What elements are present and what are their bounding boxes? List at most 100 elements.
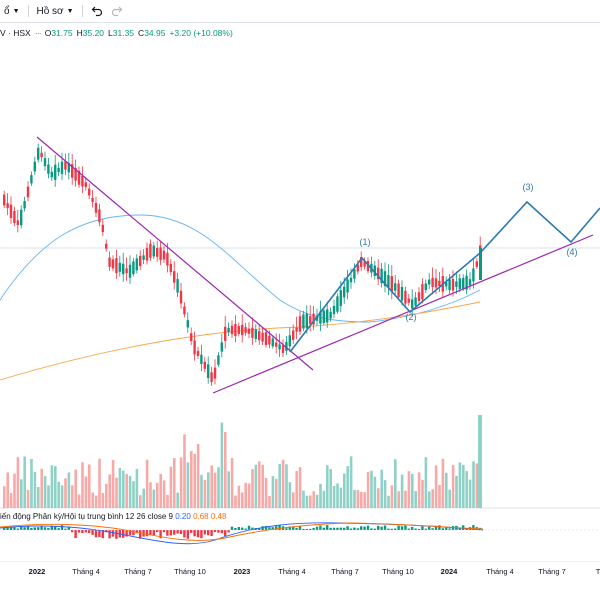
chevron-down-icon: ▼ — [12, 7, 20, 15]
macd-histogram-bar — [329, 527, 332, 530]
volume-bar — [57, 481, 60, 508]
profile-dropdown-button[interactable]: Hồ sơ ▼ — [33, 0, 78, 22]
macd-histogram-bar — [20, 526, 23, 530]
candle-body — [13, 210, 16, 224]
candle-body — [50, 171, 53, 178]
volume-bar — [67, 472, 71, 508]
volume-bar — [292, 492, 295, 508]
volume-bar — [23, 456, 26, 508]
volume-bar — [84, 476, 88, 508]
candle-body — [353, 269, 356, 279]
macd-histogram-bar — [6, 527, 9, 530]
macd-histogram-bar — [319, 525, 322, 530]
macd-histogram-bar — [54, 526, 57, 530]
candle-body — [122, 263, 125, 275]
volume-bar — [343, 473, 346, 508]
volume-bar — [462, 464, 465, 508]
volume-bar — [207, 472, 210, 508]
more-options-icon[interactable]: ··· — [34, 28, 42, 38]
volume-bar — [319, 483, 322, 508]
volume-bar — [472, 461, 475, 508]
profile-label: Hồ sơ — [36, 5, 64, 17]
candle-body — [271, 338, 274, 347]
macd-histogram-bar — [394, 528, 397, 530]
candle-body — [176, 278, 179, 293]
signal-line — [0, 522, 484, 541]
x-axis-label: Tháng 10 — [174, 567, 206, 576]
volume-bar — [176, 492, 179, 508]
redo-button[interactable] — [107, 0, 127, 22]
toolbar-divider — [27, 5, 29, 17]
candle-body — [220, 342, 223, 352]
macd-histogram-bar — [339, 527, 342, 530]
macd-histogram-bar — [135, 530, 138, 534]
x-axis-label: Tháng 4 — [486, 567, 514, 576]
macd-histogram-bar — [261, 526, 264, 530]
downtrend-line — [36, 136, 314, 371]
candle-body — [472, 268, 475, 282]
last-volume-bar — [478, 415, 482, 508]
macd-histogram-bar — [438, 525, 441, 530]
elliott-wave-path — [289, 200, 600, 353]
candle-body — [360, 257, 363, 267]
open-value: 31.75 — [51, 28, 73, 38]
volume-bar — [387, 495, 390, 508]
volume-bar — [169, 466, 173, 508]
volume-bar — [196, 443, 200, 508]
macd-histogram-bar — [213, 530, 217, 533]
volume-bar — [322, 490, 326, 508]
macd-histogram-bar — [390, 528, 393, 530]
macd-histogram-bar — [268, 527, 271, 530]
candle-body — [421, 284, 424, 300]
candle-body — [247, 328, 251, 334]
volume-bar — [94, 495, 98, 508]
candle-body — [108, 257, 111, 267]
change-value: +3.20 (+10.08%) — [169, 28, 233, 38]
undo-button[interactable] — [87, 0, 107, 22]
candle-body — [315, 315, 319, 321]
macd-histogram-bar — [169, 530, 172, 536]
toolbar-menu-button[interactable]: ổ ▼ — [0, 0, 24, 22]
candle-body — [468, 279, 472, 286]
macd-histogram-bar — [298, 526, 302, 530]
candle-body — [237, 326, 240, 334]
candle-body — [77, 170, 81, 185]
macd-histogram-bar — [360, 526, 363, 530]
macd-histogram-bar — [23, 527, 26, 530]
macd-histogram-bar — [91, 530, 94, 535]
candle-body — [377, 267, 380, 280]
candle-body — [465, 275, 468, 290]
candle-body — [64, 161, 67, 170]
volume-bar — [193, 453, 196, 508]
candle-body — [207, 364, 210, 379]
macd-histogram-bar — [258, 528, 261, 530]
candle-body — [210, 372, 213, 383]
x-axis-label: Tháng 4 — [72, 567, 100, 576]
price-chart[interactable]: (1) (2) (3) (4) — [0, 0, 600, 562]
macd-histogram-bar — [421, 526, 424, 530]
candle-body — [26, 186, 30, 198]
volume-bar — [397, 491, 400, 508]
candle-body — [261, 332, 264, 342]
macd-histogram-bar — [448, 528, 451, 530]
candle-body — [166, 252, 169, 266]
candle-body — [98, 209, 101, 223]
symbol-label[interactable]: V · HSX — [0, 28, 31, 38]
candle-body — [88, 188, 91, 196]
volume-bar — [135, 468, 139, 508]
time-axis[interactable]: 2022 Tháng 4 Tháng 7 Tháng 10 2023 Tháng 4 Thá… — [0, 562, 600, 600]
macd-histogram-bar — [128, 530, 132, 536]
macd-histogram-bar — [173, 530, 176, 535]
volume-bar — [220, 422, 224, 508]
macd-histogram-bar — [84, 530, 87, 533]
macd-histogram-bar — [166, 530, 169, 536]
candle-body — [329, 311, 332, 319]
toolbar-menu-label: ổ — [4, 5, 10, 17]
volume-bar — [3, 486, 6, 508]
candle-body — [57, 167, 60, 173]
macd-histogram-bar — [383, 525, 387, 530]
wave-label: (4) — [567, 247, 578, 257]
macd-histogram-bar — [370, 528, 373, 530]
candle-body — [43, 158, 47, 167]
volume-bar — [37, 487, 40, 508]
